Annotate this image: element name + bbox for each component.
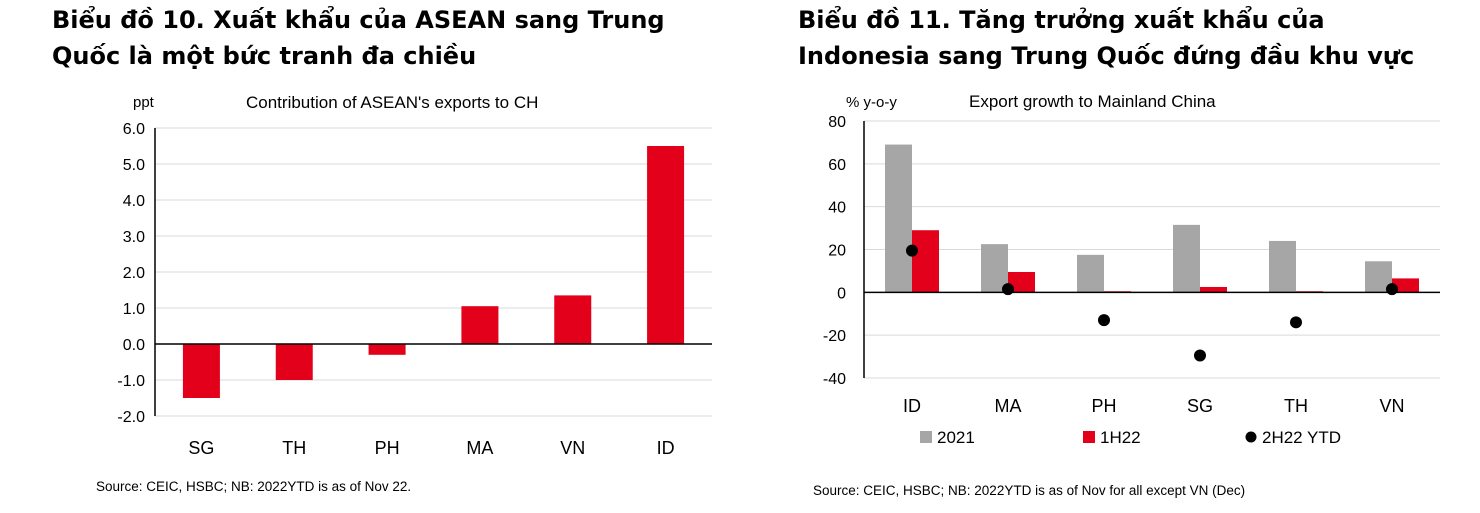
source-note: Source: CEIC, HSBC; NB: 2022YTD is as of… xyxy=(813,483,1246,498)
legend-label: 2021 xyxy=(937,428,975,447)
y-tick-label: 2.0 xyxy=(123,265,145,282)
legend-swatch xyxy=(920,431,932,443)
y-axis-unit: % y-o-y xyxy=(846,94,897,111)
dot-marker xyxy=(1290,316,1302,329)
x-tick-label: TH xyxy=(1284,396,1308,416)
x-tick-label: MA xyxy=(995,396,1022,416)
y-tick-label: 6.0 xyxy=(123,121,145,138)
x-tick-label: MA xyxy=(466,438,493,458)
y-tick-label: 1.0 xyxy=(123,301,145,318)
legend-label: 1H22 xyxy=(1100,428,1141,447)
y-tick-label: 40 xyxy=(828,200,846,217)
y-tick-label: -20 xyxy=(823,328,846,345)
legend-swatch xyxy=(1083,431,1095,443)
y-tick-label: 20 xyxy=(828,243,846,260)
bar xyxy=(1200,286,1227,293)
dot-marker xyxy=(906,244,918,257)
x-tick-label: SG xyxy=(188,438,214,458)
bar xyxy=(275,344,313,380)
source-note: Source: CEIC, HSBC; NB: 2022YTD is as of… xyxy=(96,479,412,494)
y-tick-label: 0 xyxy=(837,285,846,302)
chart-title: Export growth to Mainland China xyxy=(969,92,1216,111)
y-tick-label: 3.0 xyxy=(123,229,145,246)
bar xyxy=(1392,278,1419,293)
bar xyxy=(461,306,499,344)
chart-heading-line: Quốc là một bức tranh đa chiều xyxy=(52,42,477,70)
y-tick-label: 0.0 xyxy=(123,337,145,354)
chart-plot: -40 -20 0 20 40 60 80 ID MA PH SG TH VN 2021 1H22 2H2… xyxy=(823,92,1440,447)
y-tick-label: 60 xyxy=(828,157,846,174)
bar xyxy=(1173,224,1200,293)
x-tick-label: PH xyxy=(375,438,400,458)
y-tick-label: 4.0 xyxy=(123,193,145,210)
chart-heading-line: Indonesia sang Trung Quốc đứng đầu khu v… xyxy=(798,42,1415,70)
bar xyxy=(981,244,1008,293)
bar xyxy=(1269,240,1296,293)
x-tick-label: ID xyxy=(657,438,675,458)
dot-marker xyxy=(1002,283,1014,296)
chart-panel-left: Biểu đồ 10. Xuất khẩu của ASEAN sang Tru… xyxy=(52,2,712,494)
x-tick-label: VN xyxy=(1379,396,1404,416)
dot-marker xyxy=(1098,314,1110,327)
chart-panel-right: Biểu đồ 11. Tăng trưởng xuất khẩu của In… xyxy=(740,0,1480,513)
chart-plot: -2.0 -1.0 0.0 1.0 2.0 3.0 4.0 5.0 6.0 SG TH PH MA VN… xyxy=(117,93,712,458)
y-tick-label: 5.0 xyxy=(123,157,145,174)
x-tick-label: VN xyxy=(560,438,585,458)
dot-marker xyxy=(1386,283,1398,296)
chart-title: Contribution of ASEAN's exports to CH xyxy=(246,93,538,112)
chart-heading: Biểu đồ 11. Tăng trưởng xuất khẩu của In… xyxy=(798,2,1414,74)
bar xyxy=(182,344,220,398)
bar xyxy=(1008,271,1035,293)
bar xyxy=(912,230,939,293)
bar xyxy=(368,344,406,355)
bar xyxy=(554,295,592,344)
x-tick-label: TH xyxy=(282,438,306,458)
x-tick-label: ID xyxy=(903,396,921,416)
y-tick-label: -40 xyxy=(823,371,846,388)
chart-heading-line: Biểu đồ 11. Tăng trưởng xuất khẩu của xyxy=(798,6,1325,34)
x-tick-label: SG xyxy=(1187,396,1213,416)
y-tick-label: 80 xyxy=(828,114,846,131)
bar xyxy=(1077,254,1104,293)
chart-heading-line: Biểu đồ 10. Xuất khẩu của ASEAN sang Tru… xyxy=(52,6,665,34)
y-tick-label: -1.0 xyxy=(117,373,145,390)
bar xyxy=(885,144,912,293)
chart-heading: Biểu đồ 10. Xuất khẩu của ASEAN sang Tru… xyxy=(52,2,665,74)
y-axis-unit: ppt xyxy=(133,94,155,111)
dot-marker xyxy=(1194,349,1206,362)
legend-swatch xyxy=(1245,431,1257,443)
y-tick-label: -2.0 xyxy=(117,409,145,426)
x-tick-label: PH xyxy=(1091,396,1116,416)
legend-label: 2H22 YTD xyxy=(1262,428,1341,447)
bar xyxy=(647,146,685,344)
